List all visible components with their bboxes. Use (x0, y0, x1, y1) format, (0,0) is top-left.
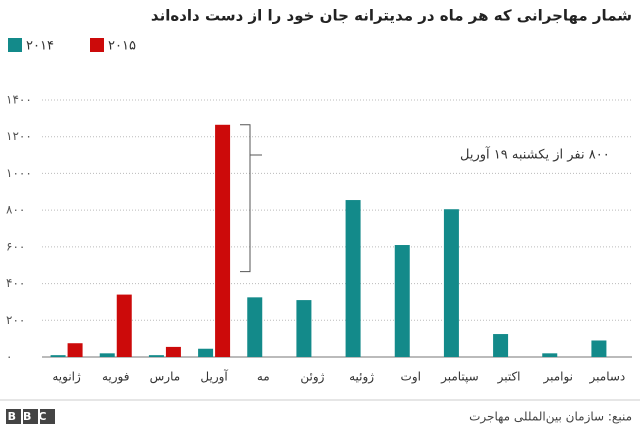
x-tick-label: مه (257, 370, 270, 384)
source: منبع: سازمان بین‌المللی مهاجرت (469, 410, 632, 425)
bar (116, 294, 132, 357)
bar (165, 346, 181, 357)
y-tick-label: ۴۰۰ (6, 276, 25, 290)
bar (148, 355, 164, 357)
y-tick-label: ۱۲۰۰ (6, 129, 32, 143)
y-tick-label: ۱۴۰۰ (6, 93, 32, 107)
x-tick-label: ژانویه (52, 370, 81, 385)
x-tick-label: نوامبر (542, 370, 573, 385)
logo-letter: BBC (8, 410, 54, 423)
x-tick-label: دسامبر (589, 370, 626, 385)
legend-label: ۲۰۱۴ (26, 39, 54, 54)
y-tick-label: ۶۰۰ (6, 239, 25, 253)
logo-box (6, 409, 21, 424)
annotation-bracket (240, 124, 262, 273)
legend-swatch (90, 38, 104, 52)
bar (345, 200, 361, 357)
bar (50, 355, 66, 357)
bar (591, 340, 607, 357)
bar (493, 334, 509, 357)
chart-title: شمار مهاجرانی که هر ماه در مدیترانه جان … (151, 7, 632, 25)
x-tick-label: ژوئیه (349, 370, 374, 385)
x-tick-label: ژوئن (300, 370, 324, 385)
bar (215, 124, 231, 358)
x-tick-label: آوریل (200, 369, 228, 385)
annotation: ۸۰۰ نفر از یکشنبه ۱۹ آوریل (460, 146, 610, 163)
y-tick-label: ۱۰۰۰ (6, 166, 32, 180)
x-tick-label: مارس (150, 370, 181, 385)
legend-label: ۲۰۱۵ (108, 39, 136, 54)
bar (296, 300, 312, 357)
x-tick-label: فوریه (102, 370, 130, 385)
logo-box (23, 409, 38, 424)
bar (198, 348, 214, 357)
bar (99, 353, 115, 357)
y-tick-label: ۸۰۰ (6, 203, 25, 217)
logo-box (40, 409, 55, 424)
y-tick-label: ۰ (6, 350, 12, 364)
legend-swatch (8, 38, 22, 52)
bar (67, 343, 83, 357)
bar (394, 245, 410, 357)
x-tick-label: اوت (401, 370, 421, 385)
logo (6, 409, 55, 424)
bar (443, 209, 459, 357)
bar (542, 353, 558, 357)
x-tick-label: اکتبر (497, 370, 521, 385)
bar (247, 297, 263, 357)
x-tick-label: سپتامبر (440, 370, 479, 385)
y-tick-label: ۲۰۰ (6, 313, 25, 327)
